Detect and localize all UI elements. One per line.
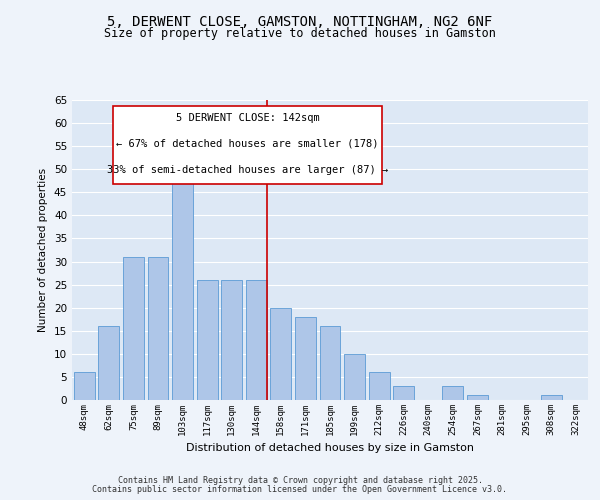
Bar	[123, 257, 144, 400]
Bar	[393, 386, 414, 400]
Bar	[541, 396, 562, 400]
Bar	[271, 308, 292, 400]
Bar	[344, 354, 365, 400]
FancyBboxPatch shape	[113, 106, 382, 184]
Text: 5 DERWENT CLOSE: 142sqm: 5 DERWENT CLOSE: 142sqm	[176, 112, 319, 122]
Text: 33% of semi-detached houses are larger (87) →: 33% of semi-detached houses are larger (…	[107, 165, 388, 175]
Bar	[368, 372, 389, 400]
Bar	[442, 386, 463, 400]
Bar	[221, 280, 242, 400]
Text: ← 67% of detached houses are smaller (178): ← 67% of detached houses are smaller (17…	[116, 138, 379, 148]
Text: 5, DERWENT CLOSE, GAMSTON, NOTTINGHAM, NG2 6NF: 5, DERWENT CLOSE, GAMSTON, NOTTINGHAM, N…	[107, 15, 493, 29]
Bar	[467, 396, 488, 400]
Y-axis label: Number of detached properties: Number of detached properties	[38, 168, 49, 332]
Bar	[295, 317, 316, 400]
Bar	[172, 160, 193, 400]
Bar	[148, 257, 169, 400]
X-axis label: Distribution of detached houses by size in Gamston: Distribution of detached houses by size …	[186, 444, 474, 454]
Text: Contains public sector information licensed under the Open Government Licence v3: Contains public sector information licen…	[92, 485, 508, 494]
Bar	[246, 280, 267, 400]
Bar	[98, 326, 119, 400]
Bar	[197, 280, 218, 400]
Bar	[74, 372, 95, 400]
Bar	[320, 326, 340, 400]
Text: Contains HM Land Registry data © Crown copyright and database right 2025.: Contains HM Land Registry data © Crown c…	[118, 476, 482, 485]
Text: Size of property relative to detached houses in Gamston: Size of property relative to detached ho…	[104, 28, 496, 40]
